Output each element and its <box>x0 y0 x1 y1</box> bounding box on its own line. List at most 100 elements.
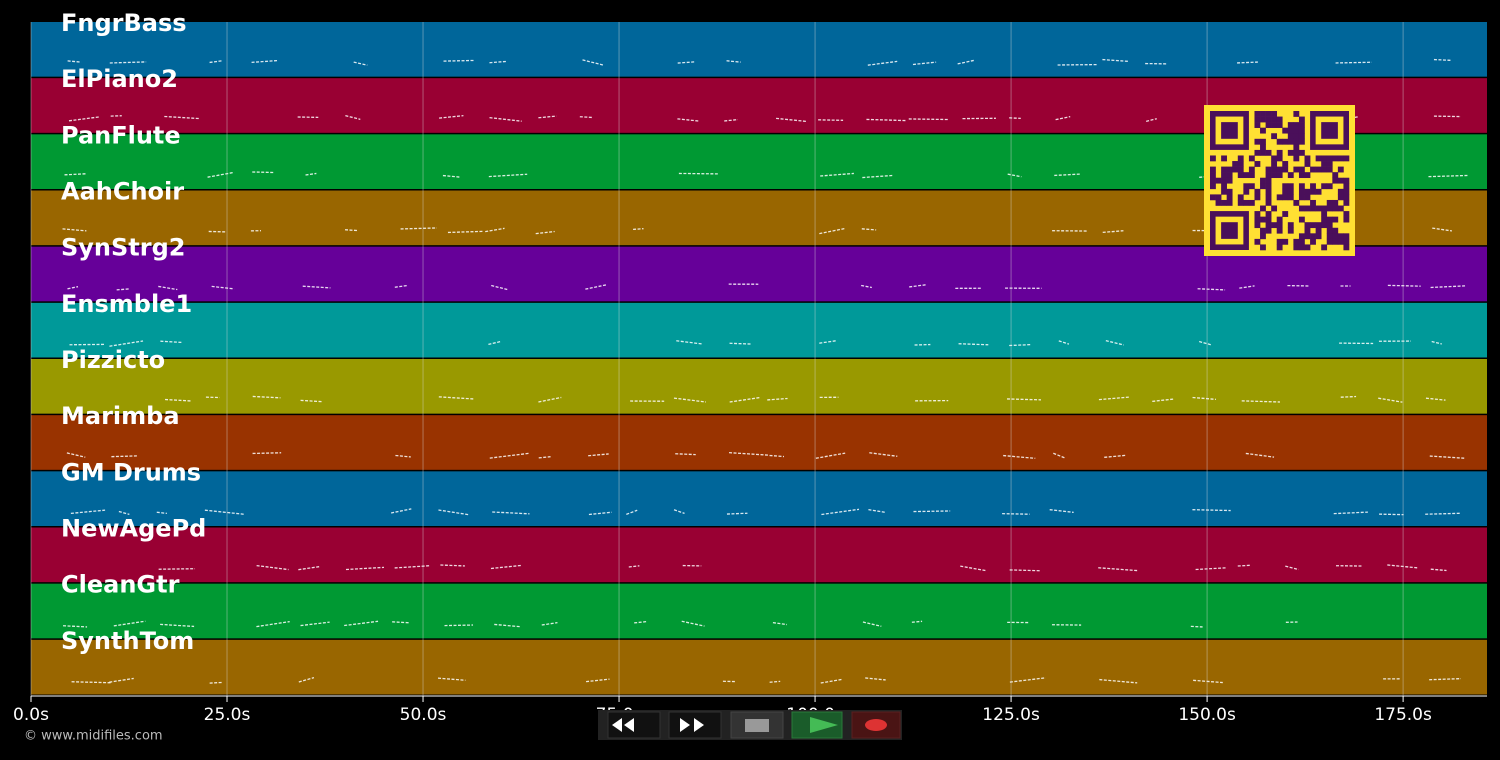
qr-module <box>1293 144 1299 150</box>
qr-module <box>1221 172 1227 178</box>
qr-module <box>1316 228 1322 234</box>
tick-label: 50.0s <box>400 705 447 725</box>
track-name: Pizzicto <box>61 346 165 374</box>
qr-module <box>1210 178 1216 184</box>
qr-module <box>1221 167 1227 173</box>
qr-module <box>1299 189 1305 195</box>
qr-module <box>1221 200 1227 206</box>
qr-module <box>1299 128 1305 134</box>
qr-module <box>1332 178 1338 184</box>
qr-finder <box>1221 122 1238 139</box>
track-lane[interactable] <box>31 415 1487 470</box>
qr-module <box>1266 200 1272 206</box>
track-lane[interactable] <box>31 471 1487 526</box>
qr-module <box>1293 139 1299 145</box>
qr-module <box>1243 172 1249 178</box>
qr-module <box>1299 167 1305 173</box>
qr-module <box>1277 122 1283 128</box>
stop-button[interactable] <box>731 712 783 738</box>
qr-module <box>1288 139 1294 145</box>
qr-module <box>1266 183 1272 189</box>
qr-module <box>1321 167 1327 173</box>
qr-module <box>1338 194 1344 200</box>
qr-module <box>1299 117 1305 123</box>
qr-module <box>1310 167 1316 173</box>
qr-module <box>1266 172 1272 178</box>
qr-module <box>1260 144 1266 150</box>
qr-module <box>1227 172 1233 178</box>
qr-module <box>1293 133 1299 139</box>
qr-module <box>1310 189 1316 195</box>
track-lane[interactable] <box>31 22 1487 77</box>
qr-module <box>1271 133 1277 139</box>
qr-module <box>1316 155 1322 161</box>
qr-module <box>1277 155 1283 161</box>
qr-module <box>1260 117 1266 123</box>
qr-module <box>1293 244 1299 250</box>
qr-module <box>1227 167 1233 173</box>
note <box>909 119 948 120</box>
qr-module <box>1327 222 1333 228</box>
track-lane[interactable] <box>31 584 1487 639</box>
qr-module <box>1243 189 1249 195</box>
track-lane[interactable] <box>31 528 1487 583</box>
note <box>1388 285 1421 286</box>
qr-module <box>1327 161 1333 167</box>
qr-module <box>1238 161 1244 167</box>
qr-module <box>1254 117 1260 123</box>
qr-module <box>1338 178 1344 184</box>
qr-module <box>1332 233 1338 239</box>
track-name: ElPiano2 <box>61 65 178 93</box>
track-name: AahChoir <box>61 178 184 206</box>
qr-module <box>1316 222 1322 228</box>
qr-module <box>1288 122 1294 128</box>
qr-module <box>1216 200 1222 206</box>
qr-module <box>1277 222 1283 228</box>
qr-module <box>1293 200 1299 206</box>
qr-module <box>1299 172 1305 178</box>
qr-module <box>1343 189 1349 195</box>
qr-module <box>1271 155 1277 161</box>
qr-module <box>1249 172 1255 178</box>
qr-module <box>1277 217 1283 223</box>
track-lane[interactable] <box>31 640 1487 695</box>
tick-label: 0.0s <box>13 705 49 725</box>
tick-label: 125.0s <box>982 705 1040 725</box>
qr-module <box>1310 183 1316 189</box>
track-lane[interactable] <box>31 359 1487 414</box>
qr-module <box>1238 155 1244 161</box>
forward-button[interactable] <box>669 712 721 738</box>
qr-module <box>1249 167 1255 173</box>
rewind-button[interactable] <box>608 712 660 738</box>
qr-module <box>1327 233 1333 239</box>
qr-module <box>1266 167 1272 173</box>
qr-finder <box>1321 122 1338 139</box>
qr-module <box>1271 167 1277 173</box>
qr-module <box>1282 167 1288 173</box>
qr-module <box>1343 211 1349 217</box>
qr-module <box>1316 233 1322 239</box>
qr-module <box>1266 217 1272 223</box>
qr-module <box>1210 167 1216 173</box>
qr-module <box>1288 128 1294 134</box>
qr-module <box>1299 183 1305 189</box>
qr-module <box>1305 161 1311 167</box>
qr-module <box>1266 189 1272 195</box>
qr-finder <box>1221 222 1238 239</box>
qr-module <box>1327 155 1333 161</box>
qr-module <box>1266 122 1272 128</box>
track-lane[interactable] <box>31 303 1487 358</box>
qr-module <box>1266 178 1272 184</box>
qr-module <box>1260 183 1266 189</box>
qr-module <box>1316 189 1322 195</box>
qr-module <box>1338 167 1344 173</box>
qr-module <box>1282 211 1288 217</box>
track-name: SynStrg2 <box>61 234 186 262</box>
record-button[interactable] <box>852 712 900 738</box>
qr-module <box>1299 133 1305 139</box>
qr-module <box>1299 217 1305 223</box>
qr-module <box>1277 139 1283 145</box>
play-button[interactable] <box>792 712 842 738</box>
qr-module <box>1332 200 1338 206</box>
qr-module <box>1338 206 1344 212</box>
